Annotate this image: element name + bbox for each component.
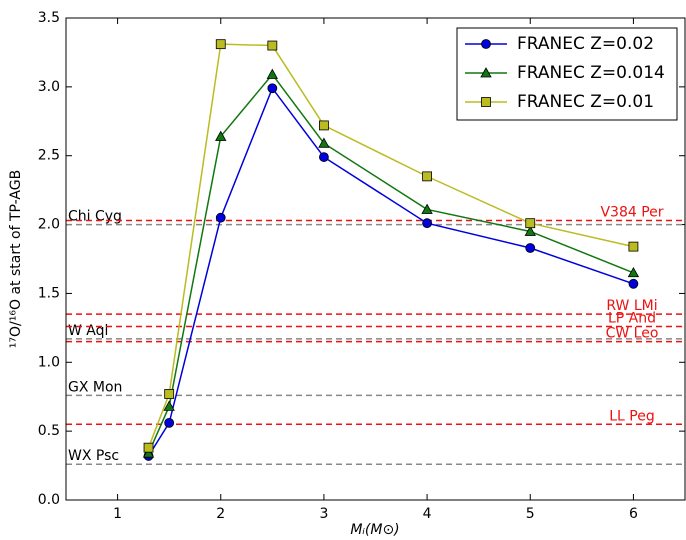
y-tick-label: 2.0 (38, 217, 60, 233)
point (267, 83, 278, 94)
point (628, 241, 639, 252)
legend-marker (480, 67, 492, 78)
y-tick-label: 0.5 (38, 423, 60, 439)
legend-label: FRANEC Z=0.02 (517, 34, 654, 54)
legend-label: FRANEC Z=0.01 (517, 92, 654, 112)
reference-label: CW Leo (606, 326, 659, 342)
point (525, 243, 536, 253)
point (142, 447, 155, 458)
reference-label: W Aql (68, 323, 108, 339)
point (164, 389, 175, 399)
reference-label: RW LMi (606, 298, 657, 314)
series-line (147, 86, 634, 457)
legend-label: FRANEC Z=0.014 (517, 63, 665, 83)
point (525, 218, 536, 229)
y-tick-label: 3.5 (38, 10, 60, 26)
x-tick-label: 6 (629, 506, 638, 522)
series-line (147, 73, 634, 454)
x-axis-label: Mᵢ(M⊙) (350, 522, 399, 538)
point (627, 266, 640, 278)
reference-label: V384 Per (600, 204, 663, 220)
x-tick-label: 5 (526, 506, 535, 522)
y-tick-label: 2.5 (38, 148, 60, 164)
legend-marker (481, 39, 491, 49)
point (266, 68, 279, 79)
reference-label: GX Mon (68, 379, 122, 395)
y-tick-label: 1.0 (38, 354, 60, 370)
series-line (147, 43, 634, 448)
point (215, 39, 226, 50)
x-tick-label: 4 (423, 506, 432, 522)
point (319, 120, 329, 131)
point (267, 40, 278, 51)
point (143, 442, 154, 453)
reference-label: LL Peg (609, 408, 655, 424)
point (163, 400, 175, 411)
y-axis-label: ¹⁷O/¹⁶O at start of TP-AGB (8, 170, 24, 348)
point (628, 278, 639, 289)
point (164, 417, 175, 428)
x-tick-label: 1 (113, 506, 122, 522)
point (524, 225, 536, 236)
y-tick-label: 0.0 (38, 492, 60, 508)
point (422, 218, 432, 229)
point (318, 137, 330, 148)
reference-label: Chi Cyg (68, 209, 122, 225)
reference-label: WX Psc (68, 448, 119, 464)
x-tick-label: 2 (216, 506, 225, 522)
y-tick-label: 1.5 (38, 285, 60, 301)
point (421, 203, 433, 214)
legend-marker (481, 97, 491, 107)
point (319, 152, 329, 162)
point (422, 171, 432, 182)
point (215, 212, 226, 223)
reference-label: LP And (608, 310, 656, 326)
point (215, 130, 227, 141)
plot-frame (65, 17, 686, 501)
y-tick-label: 3.0 (38, 79, 60, 95)
x-tick-label: 3 (319, 506, 328, 522)
